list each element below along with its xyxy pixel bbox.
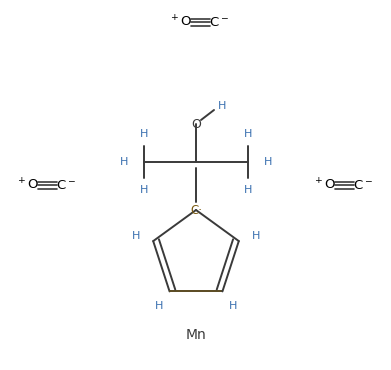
Text: H: H	[229, 301, 237, 311]
Text: H: H	[155, 301, 163, 311]
Text: H: H	[132, 231, 140, 240]
Text: H: H	[252, 231, 260, 240]
Text: H: H	[140, 185, 148, 195]
Text: $^+$O: $^+$O	[16, 177, 40, 193]
Text: C·: C·	[190, 204, 202, 216]
Text: H: H	[218, 101, 226, 111]
Text: C$^-$: C$^-$	[353, 178, 373, 192]
Text: H: H	[140, 129, 148, 139]
Text: Mn: Mn	[186, 328, 206, 342]
Text: C$^-$: C$^-$	[209, 16, 229, 28]
Text: $^+$O: $^+$O	[313, 177, 337, 193]
Text: $^+$O: $^+$O	[169, 14, 193, 30]
Text: C$^-$: C$^-$	[56, 178, 76, 192]
Text: O: O	[191, 118, 201, 131]
Text: H: H	[120, 157, 128, 167]
Text: H: H	[244, 185, 252, 195]
Text: H: H	[244, 129, 252, 139]
Text: H: H	[264, 157, 272, 167]
